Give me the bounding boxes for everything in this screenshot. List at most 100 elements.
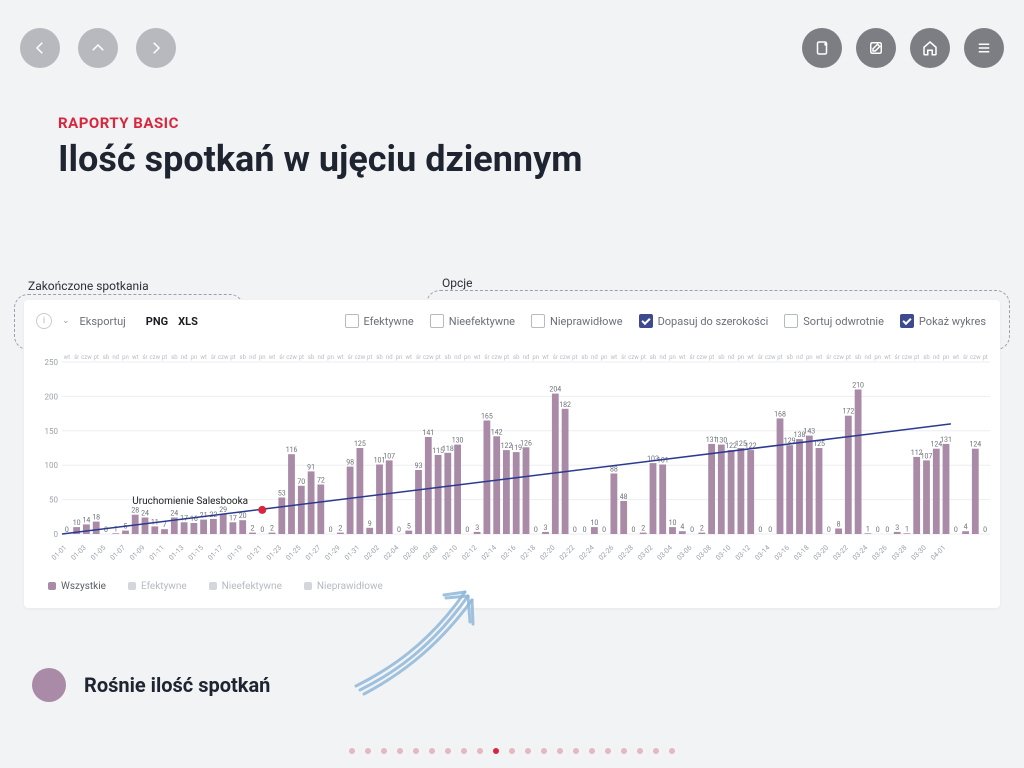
legend-item[interactable]: Nieefektywne [209,581,282,592]
pager-dot[interactable] [477,748,483,754]
pager-dot[interactable] [637,748,643,754]
pager-dot[interactable] [509,748,515,754]
pager-dot[interactable] [653,748,659,754]
pager-dot[interactable] [445,748,451,754]
svg-text:01-21: 01-21 [246,544,264,562]
svg-text:wt: wt [611,354,618,361]
pager-dot[interactable] [365,748,371,754]
svg-text:01-13: 01-13 [167,544,185,562]
svg-text:śr: śr [895,354,900,361]
pager-dot[interactable] [429,748,435,754]
export-chevron-icon[interactable]: ⌄ [62,316,70,326]
up-button[interactable] [78,28,118,68]
svg-text:pt: pt [435,354,440,361]
svg-text:nd: nd [181,354,188,361]
svg-text:03-08: 03-08 [695,544,713,562]
svg-text:0: 0 [54,530,59,539]
pager-dot[interactable] [589,748,595,754]
pager-dots[interactable] [0,748,1024,754]
svg-text:01-31: 01-31 [343,544,361,562]
edit-icon[interactable] [856,28,896,68]
svg-text:sb: sb [103,354,110,361]
pager-dot[interactable] [621,748,627,754]
svg-text:śr: śr [348,354,353,361]
home-icon[interactable] [910,28,950,68]
pager-dot[interactable] [349,748,355,754]
svg-text:100: 100 [45,461,59,470]
callout-left-label: Zakończone spotkania [28,279,149,293]
nav-right [802,28,1004,68]
pager-dot[interactable] [461,748,467,754]
svg-text:02-28: 02-28 [617,544,635,562]
option-checkbox[interactable]: Nieprawidłowe [531,314,623,328]
export-format-png[interactable]: PNG [146,315,168,328]
svg-text:02-18: 02-18 [519,544,537,562]
option-checkbox[interactable]: Dopasuj do szerokości [639,314,769,328]
note-swatch [32,668,66,702]
svg-text:03-06: 03-06 [675,544,693,562]
svg-text:pt: pt [846,354,851,361]
pager-dot[interactable] [493,748,499,754]
svg-text:0: 0 [885,526,889,534]
svg-text:0: 0 [632,526,636,534]
svg-text:sb: sb [718,354,725,361]
svg-text:01-07: 01-07 [109,544,127,562]
svg-text:107: 107 [921,452,933,460]
export-format-xls[interactable]: XLS [178,315,198,328]
svg-text:91: 91 [307,463,315,471]
svg-text:28: 28 [131,507,139,515]
svg-text:0: 0 [465,526,469,534]
pager-dot[interactable] [605,748,611,754]
document-icon[interactable] [802,28,842,68]
export-label[interactable]: Eksportuj [80,315,126,328]
svg-text:nd: nd [933,354,940,361]
menu-icon[interactable] [964,28,1004,68]
svg-text:0: 0 [397,526,401,534]
svg-text:18: 18 [92,514,100,522]
legend-item[interactable]: Nieprawidłowe [304,581,383,592]
svg-text:03-24: 03-24 [851,544,869,562]
svg-text:165: 165 [481,413,493,421]
svg-text:48: 48 [620,493,628,501]
footer-note: Rośnie ilość spotkań [32,668,270,702]
svg-text:pn: pn [806,354,813,361]
option-checkbox[interactable]: Sortuj odwrotnie [784,314,884,328]
svg-text:3: 3 [544,524,548,532]
legend-item[interactable]: Efektywne [128,581,187,592]
info-icon[interactable]: i [36,313,52,329]
svg-text:pn: pn [738,354,745,361]
pager-dot[interactable] [669,748,675,754]
svg-text:2: 2 [270,525,274,533]
pager-dot[interactable] [541,748,547,754]
svg-text:sb: sb [171,354,178,361]
svg-text:1: 1 [905,525,909,533]
legend-item[interactable]: Wszystkie [48,581,106,592]
option-checkbox[interactable]: Pokaż wykres [900,314,986,328]
svg-text:wt: wt [816,354,823,361]
pager-dot[interactable] [525,748,531,754]
svg-text:03-04: 03-04 [656,544,674,562]
pager-dot[interactable] [573,748,579,754]
svg-text:2: 2 [700,525,704,533]
svg-text:wt: wt [337,354,344,361]
pager-dot[interactable] [557,748,563,754]
back-button[interactable] [20,28,60,68]
forward-button[interactable] [136,28,176,68]
pager-dot[interactable] [381,748,387,754]
svg-text:pn: pn [259,354,266,361]
callout-right-label: Opcje [442,276,473,290]
pager-dot[interactable] [413,748,419,754]
svg-text:czw: czw [697,354,708,361]
option-checkbox[interactable]: Efektywne [345,314,414,328]
svg-text:17: 17 [229,514,237,522]
pager-dot[interactable] [397,748,403,754]
svg-text:3: 3 [475,524,479,532]
option-checkbox[interactable]: Nieefektywne [430,314,515,328]
svg-text:pt: pt [641,354,646,361]
svg-text:20: 20 [239,512,247,520]
svg-text:wt: wt [474,354,481,361]
svg-text:pn: pn [191,354,198,361]
svg-text:sb: sb [650,354,657,361]
svg-text:czw: czw [218,354,229,361]
svg-text:03-26: 03-26 [871,544,889,562]
